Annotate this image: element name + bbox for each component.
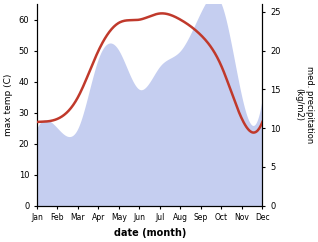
Y-axis label: max temp (C): max temp (C) bbox=[4, 74, 13, 136]
Y-axis label: med. precipitation
(kg/m2): med. precipitation (kg/m2) bbox=[294, 66, 314, 144]
X-axis label: date (month): date (month) bbox=[114, 228, 186, 238]
